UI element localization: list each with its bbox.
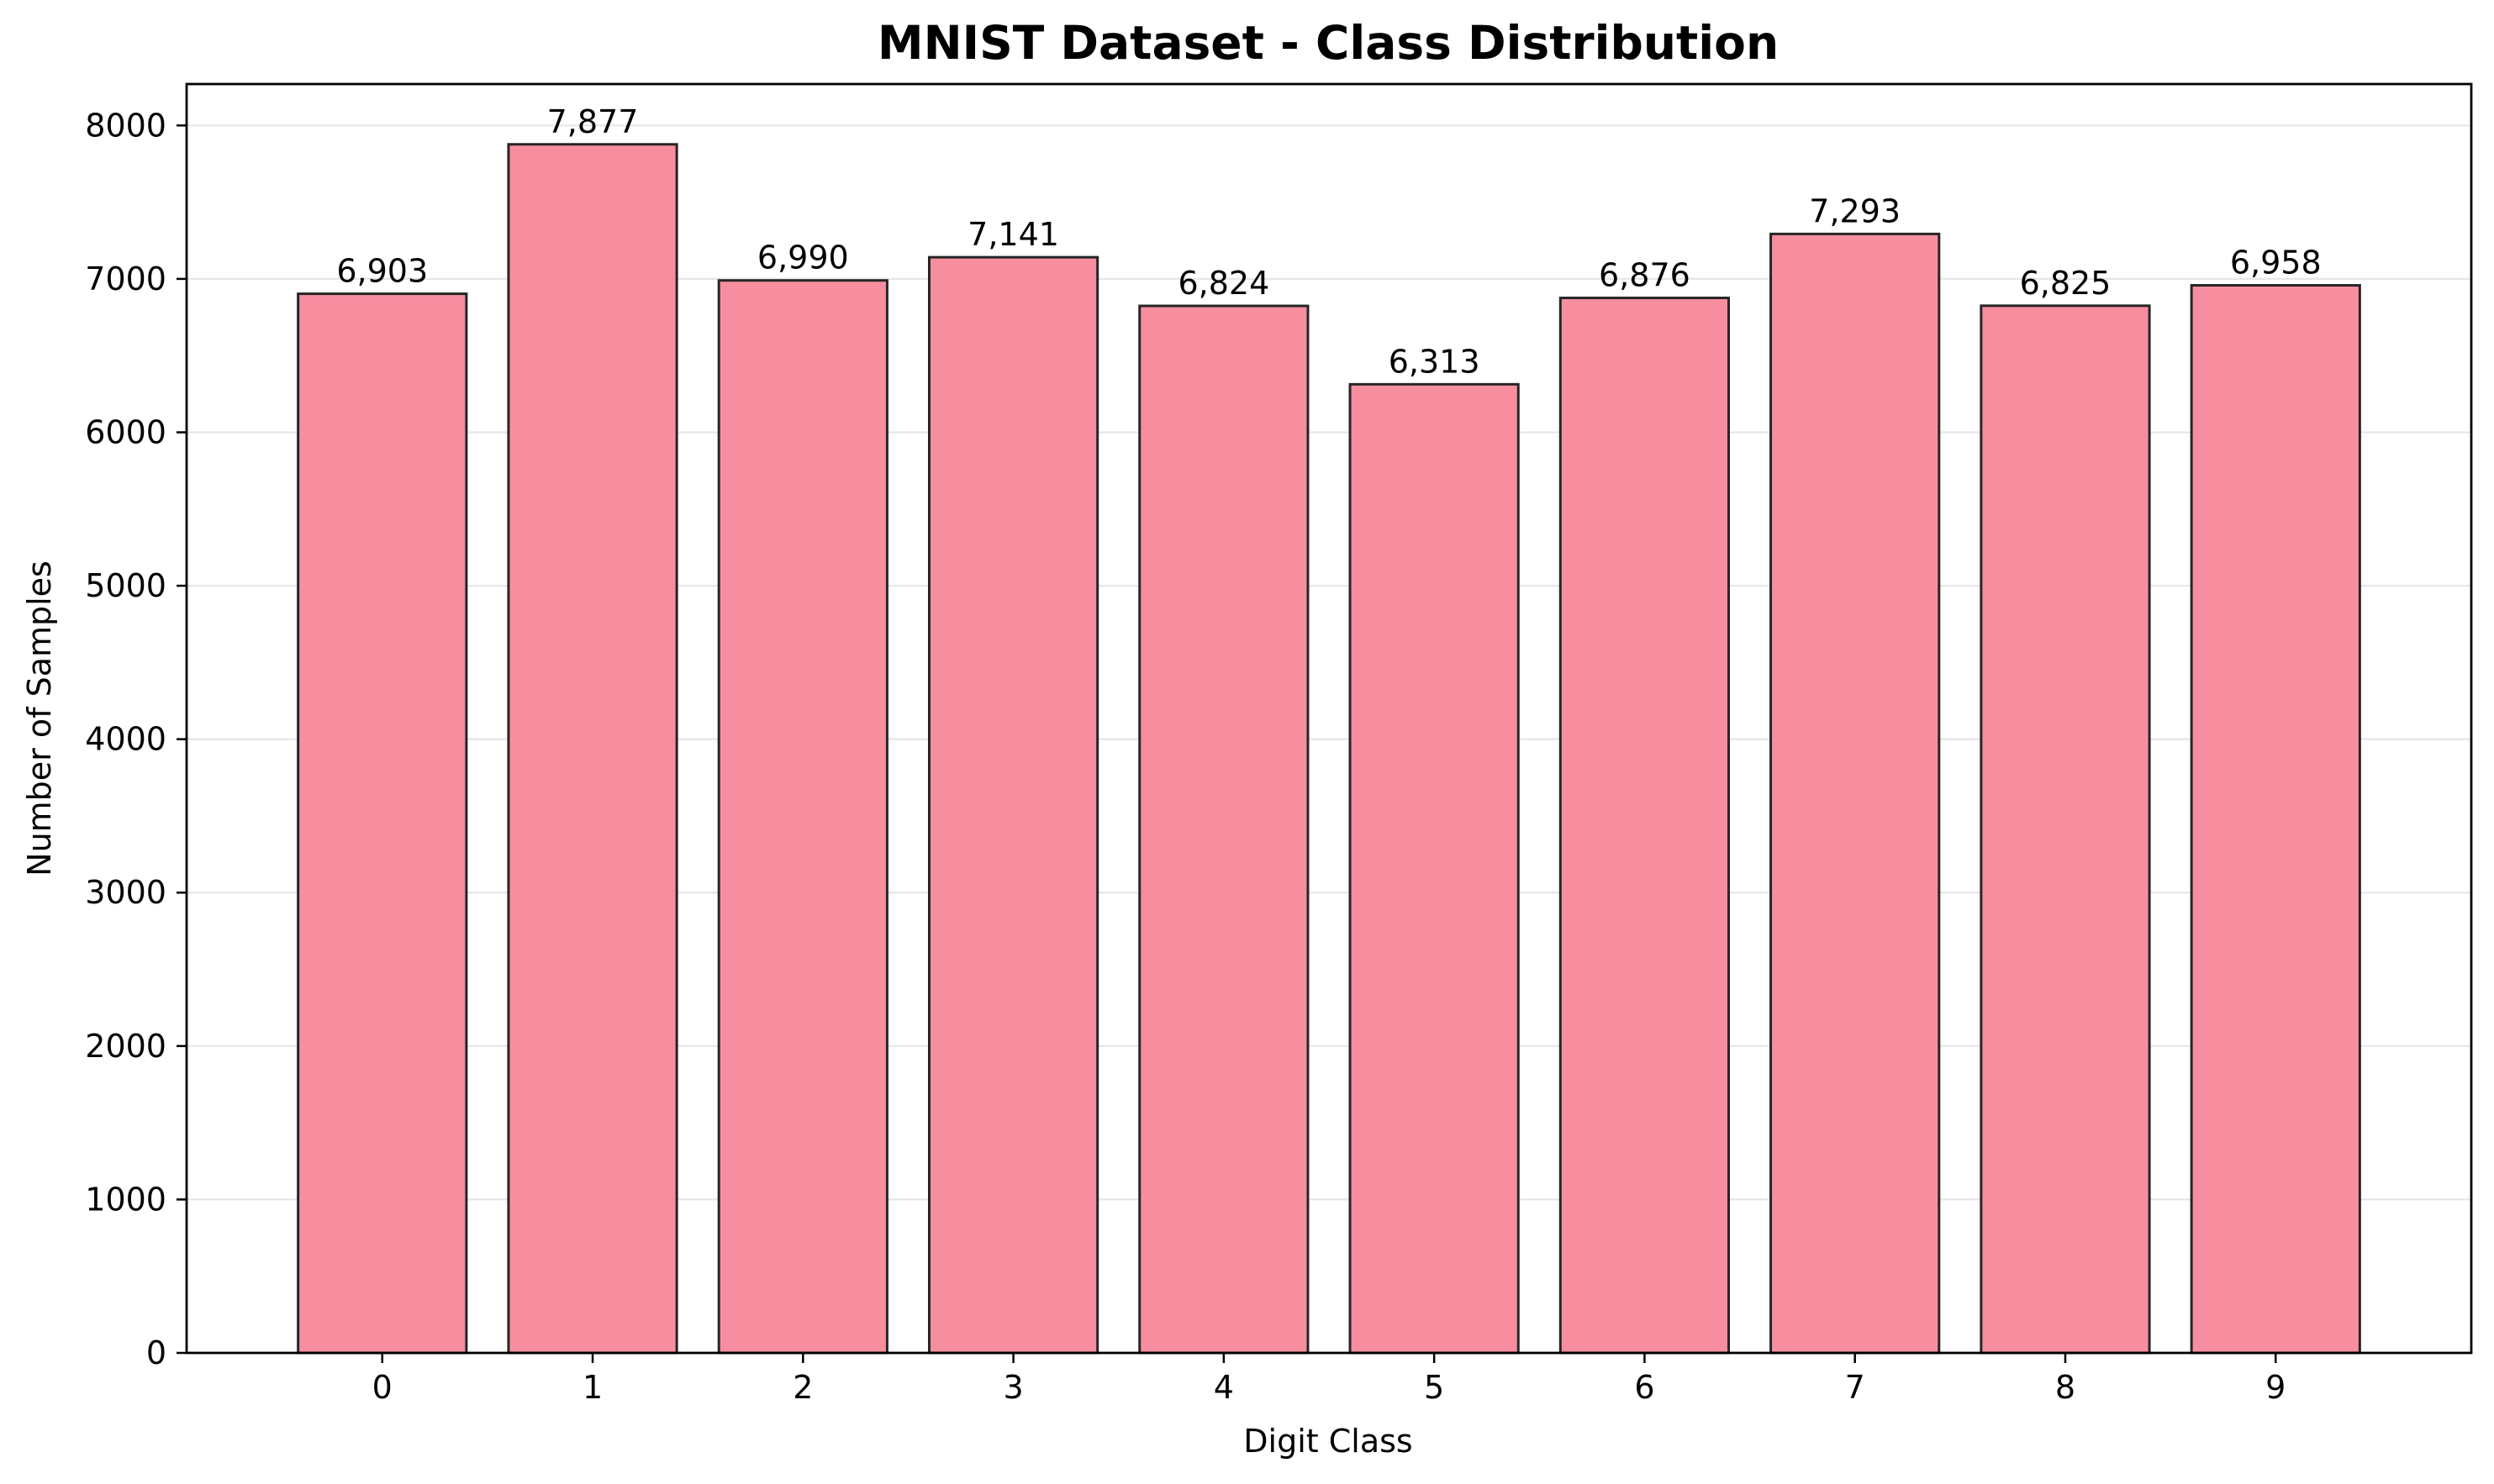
data-label: 6,313 (1389, 343, 1480, 380)
bar-digit-0 (297, 292, 468, 1355)
data-label: 7,141 (968, 216, 1059, 253)
x-tick-label: 8 (2055, 1369, 2075, 1406)
y-axis-label: Number of Samples (21, 560, 58, 876)
x-tick-label: 2 (793, 1369, 813, 1406)
x-tick-label: 4 (1214, 1369, 1234, 1406)
x-tick-label: 5 (1424, 1369, 1444, 1406)
bar-digit-5 (1348, 382, 1520, 1355)
y-tick-label: 3000 (85, 874, 166, 911)
y-tick-label: 0 (146, 1334, 166, 1371)
bar-digit-6 (1558, 297, 1731, 1355)
y-tick-label: 4000 (85, 721, 166, 758)
bar-digit-3 (927, 255, 1099, 1355)
y-tick-label: 2000 (85, 1028, 166, 1065)
x-axis-ticks: 0 1 2 3 4 5 6 7 8 9 (372, 1353, 2286, 1406)
bar-digit-1 (507, 143, 678, 1355)
bars (297, 143, 2361, 1355)
bar-digit-8 (1980, 304, 2151, 1355)
data-label: 6,876 (1599, 257, 1690, 294)
x-tick-label: 9 (2265, 1369, 2286, 1406)
data-labels: 6,903 7,877 6,990 7,141 6,824 6,313 6,876 7,293… (336, 103, 2321, 381)
data-label: 6,958 (2230, 245, 2322, 282)
x-tick-label: 6 (1634, 1369, 1654, 1406)
data-label: 6,990 (757, 239, 849, 276)
data-label: 7,293 (1809, 192, 1901, 229)
y-axis-ticks: 0 1000 2000 3000 4000 5000 6000 7000 8000 (85, 107, 187, 1371)
plot-frame (185, 82, 2473, 1355)
y-tick-label: 5000 (85, 567, 166, 604)
chart-title: MNIST Dataset - Class Distribution (878, 16, 1779, 70)
x-tick-label: 3 (1003, 1369, 1023, 1406)
data-label: 6,825 (2020, 265, 2112, 302)
bar-digit-9 (2190, 284, 2361, 1355)
bar-digit-7 (1769, 232, 1941, 1355)
y-tick-label: 8000 (85, 107, 166, 144)
data-label: 6,824 (1178, 265, 1269, 302)
bar-digit-4 (1138, 304, 1310, 1355)
bar-digit-2 (717, 279, 888, 1355)
y-tick-label: 7000 (85, 260, 166, 297)
y-tick-label: 6000 (85, 413, 166, 450)
x-tick-label: 1 (583, 1369, 603, 1406)
x-tick-label: 7 (1845, 1369, 1865, 1406)
data-label: 7,877 (547, 103, 639, 140)
x-tick-label: 0 (372, 1369, 393, 1406)
data-label: 6,903 (336, 253, 428, 290)
y-tick-label: 1000 (85, 1181, 166, 1218)
x-axis-label: Digit Class (1243, 1423, 1412, 1460)
